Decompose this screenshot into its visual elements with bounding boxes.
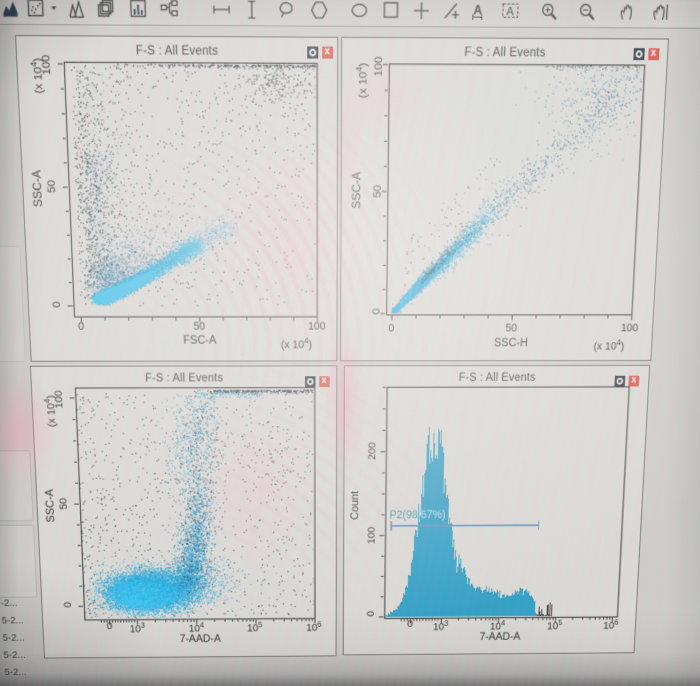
svg-text:A: A xyxy=(506,5,514,18)
svg-text:A: A xyxy=(473,2,482,18)
